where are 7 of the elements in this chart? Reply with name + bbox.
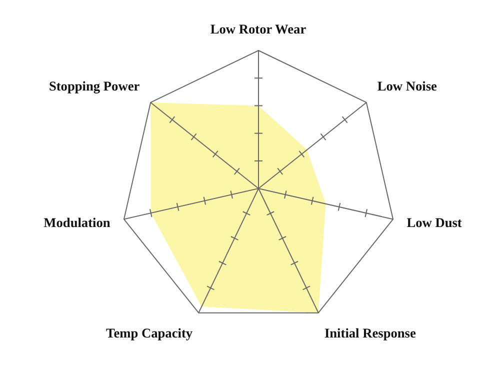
spoke-label: Low Rotor Wear: [210, 22, 306, 36]
spoke-label: Stopping Power: [48, 78, 140, 94]
spoke-label: Low Dust: [406, 214, 462, 230]
spoke-label: Modulation: [44, 214, 111, 230]
spoke-label: Temp Capacity: [106, 325, 193, 340]
spoke-label: Low Noise: [377, 78, 438, 94]
spoke-label: Initial Response: [324, 325, 416, 340]
